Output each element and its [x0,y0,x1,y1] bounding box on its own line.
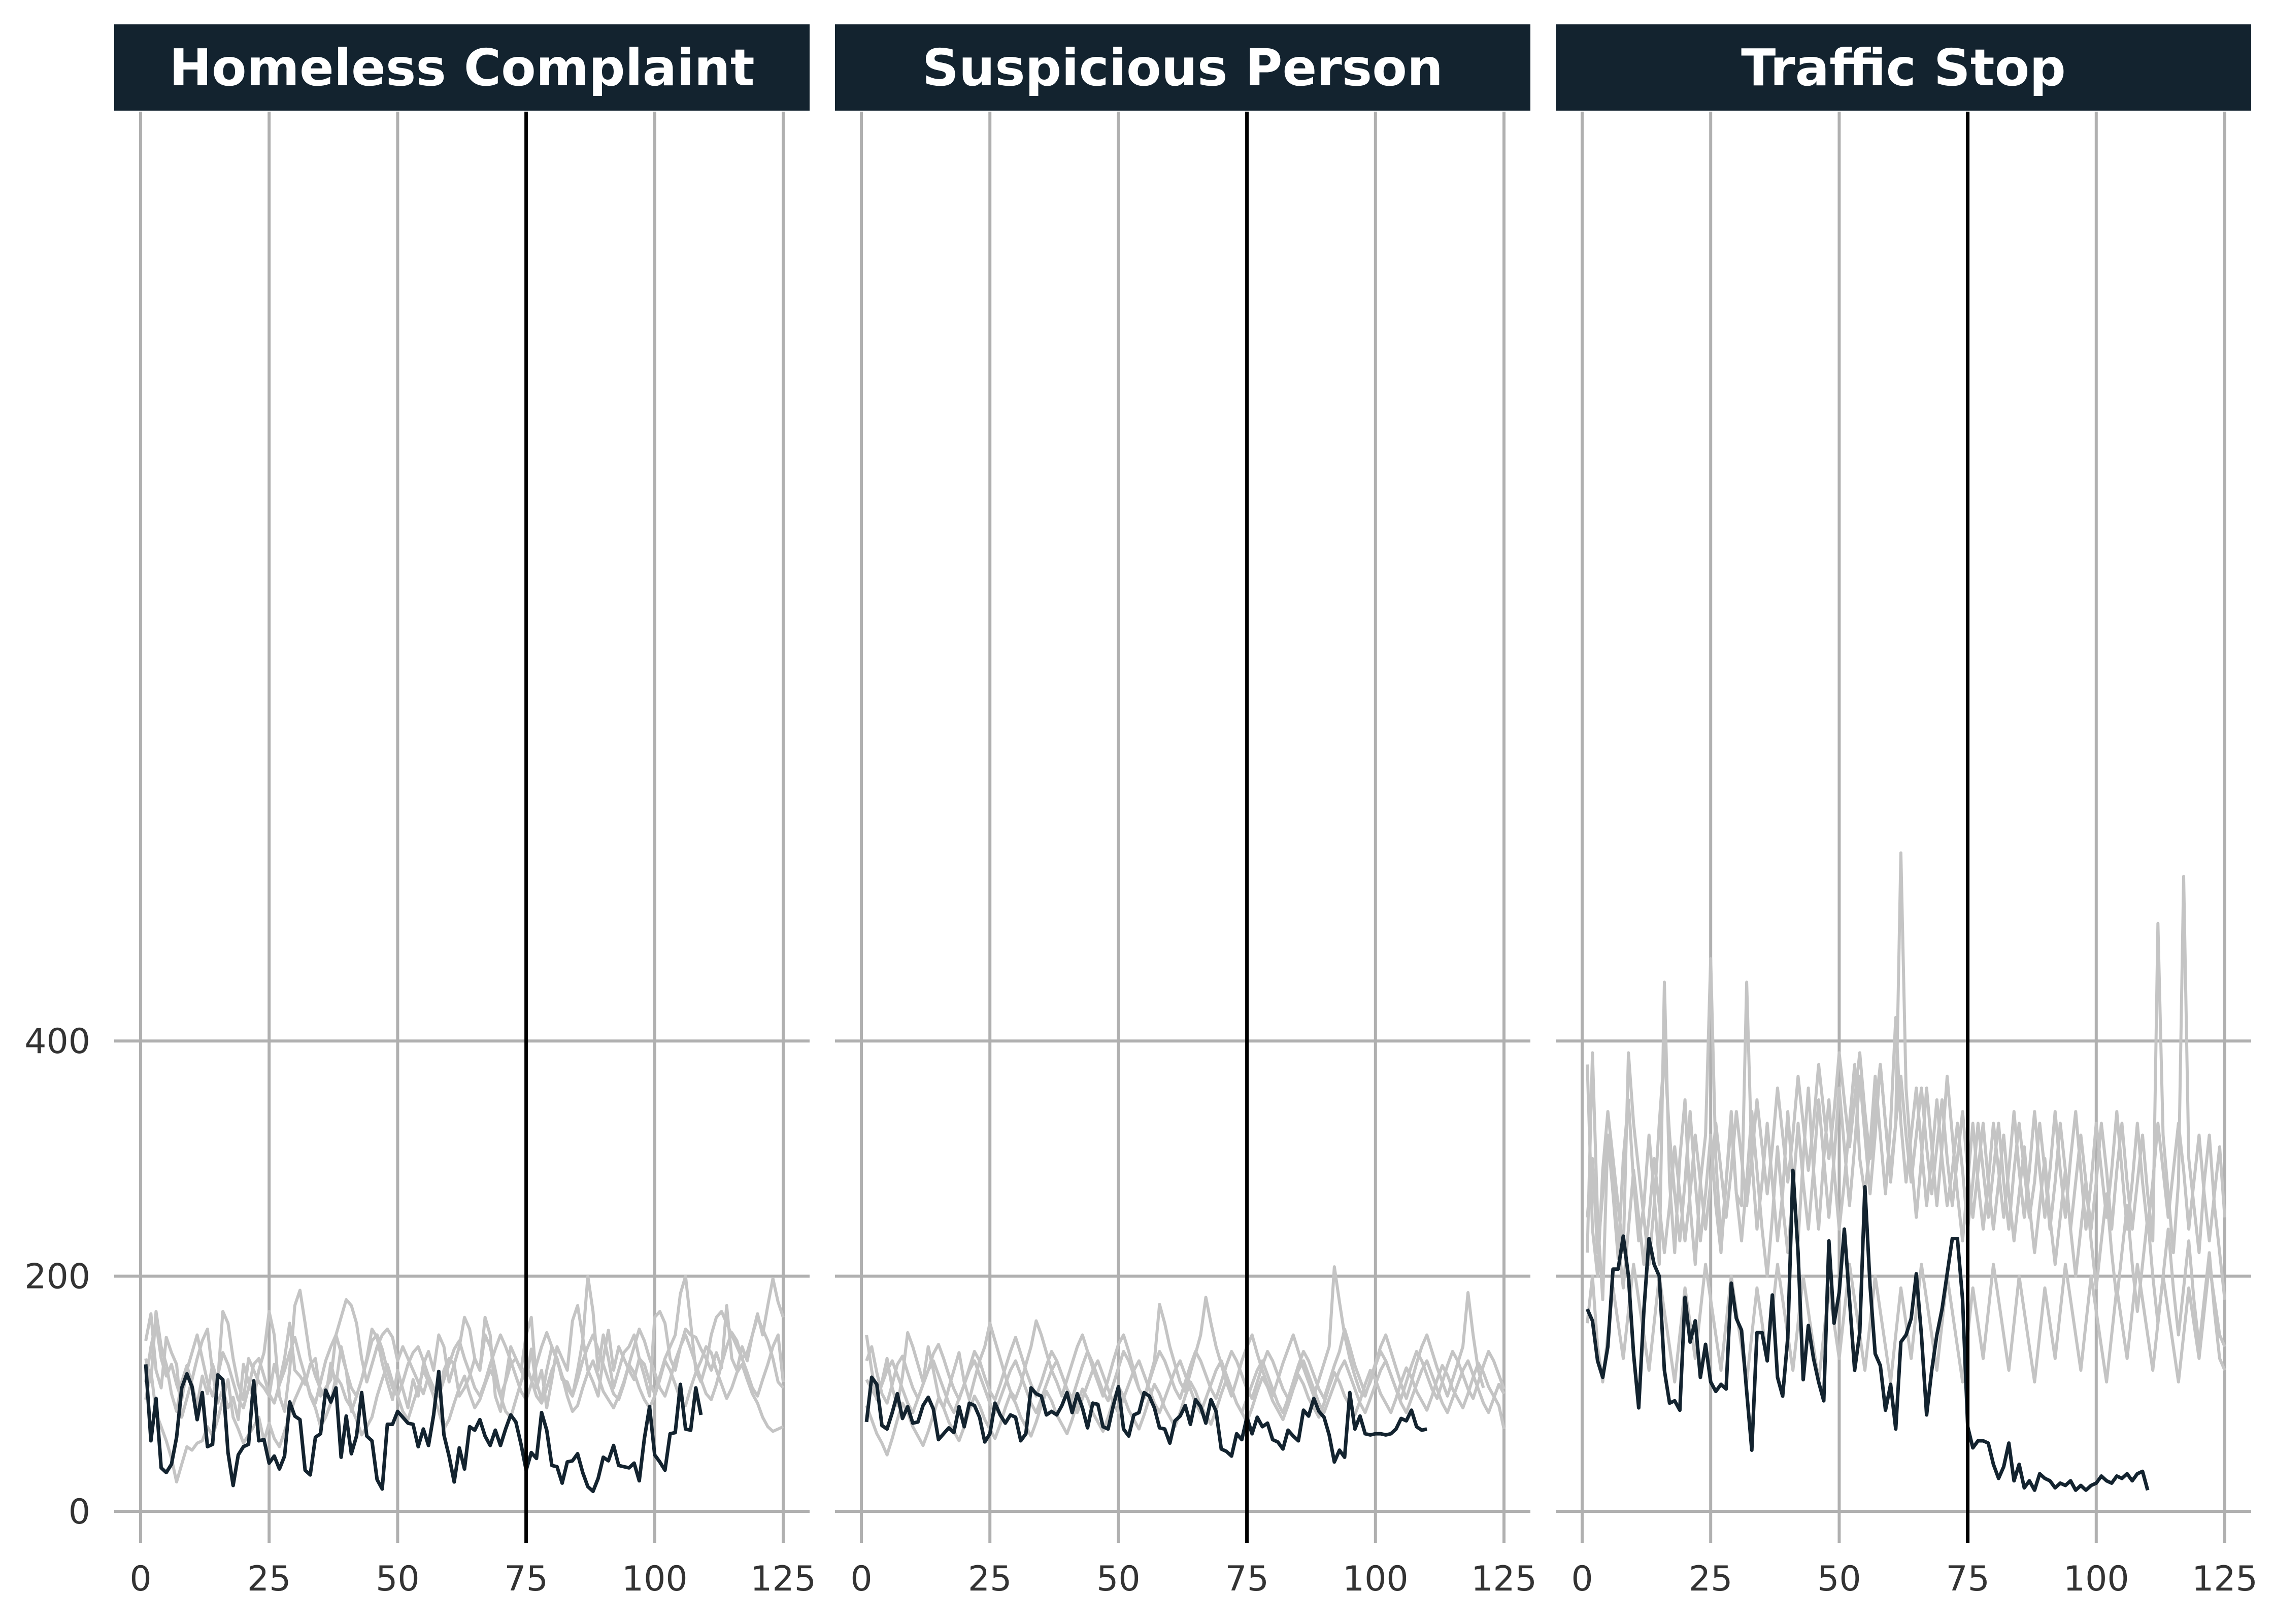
facet-strip [114,24,810,111]
x-tick-label: 100 [2063,1559,2129,1599]
facet-panel: Traffic Stop 0 25 50 75 100 125 [1556,24,2258,1599]
background-series-line [865,1265,1485,1410]
facet-title: Traffic Stop [1741,38,2066,97]
x-tick-label: 125 [2192,1559,2258,1599]
x-tick-label: 0 [850,1559,872,1599]
facet-title: Suspicious Person [922,38,1443,97]
facet-panel: Homeless Complaint 0 25 50 75 100 125 [114,24,816,1599]
background-series-line [865,1359,1506,1414]
x-tick-label: 75 [1225,1559,1269,1599]
facet-title: Homeless Complaint [169,38,754,97]
x-tick-label: 125 [1471,1559,1537,1599]
highlight-series-line [864,1375,1427,1464]
background-series-line [1586,874,2226,1301]
x-tick-label: 25 [968,1559,1012,1599]
facet-strip [835,24,1530,111]
y-tick-label: 400 [24,1022,90,1062]
x-tick-label: 50 [376,1559,420,1599]
facet-strip [1556,24,2251,111]
x-tick-label: 50 [1096,1559,1141,1599]
x-tick-label: 125 [750,1559,816,1599]
x-tick-label: 100 [1343,1559,1409,1599]
x-tick-label: 100 [622,1559,688,1599]
highlight-series-line [144,1364,703,1494]
x-tick-label: 25 [1689,1559,1733,1599]
facet-panel: Suspicious Person 0 25 50 75 100 125 [835,24,1537,1599]
background-series-line [1586,1263,2226,1384]
x-tick-label: 75 [504,1559,548,1599]
highlight-series-line [1585,1168,2150,1492]
x-tick-label: 75 [1946,1559,1990,1599]
background-series-line [1586,1051,2226,1371]
x-tick-label: 0 [129,1559,151,1599]
background-series-line [144,1345,784,1484]
background-series-line [144,1322,785,1410]
y-tick-label: 0 [69,1492,90,1532]
x-tick-label: 25 [247,1559,291,1599]
y-tick-label: 200 [24,1257,90,1297]
x-tick-label: 0 [1571,1559,1593,1599]
x-tick-label: 50 [1817,1559,1861,1599]
